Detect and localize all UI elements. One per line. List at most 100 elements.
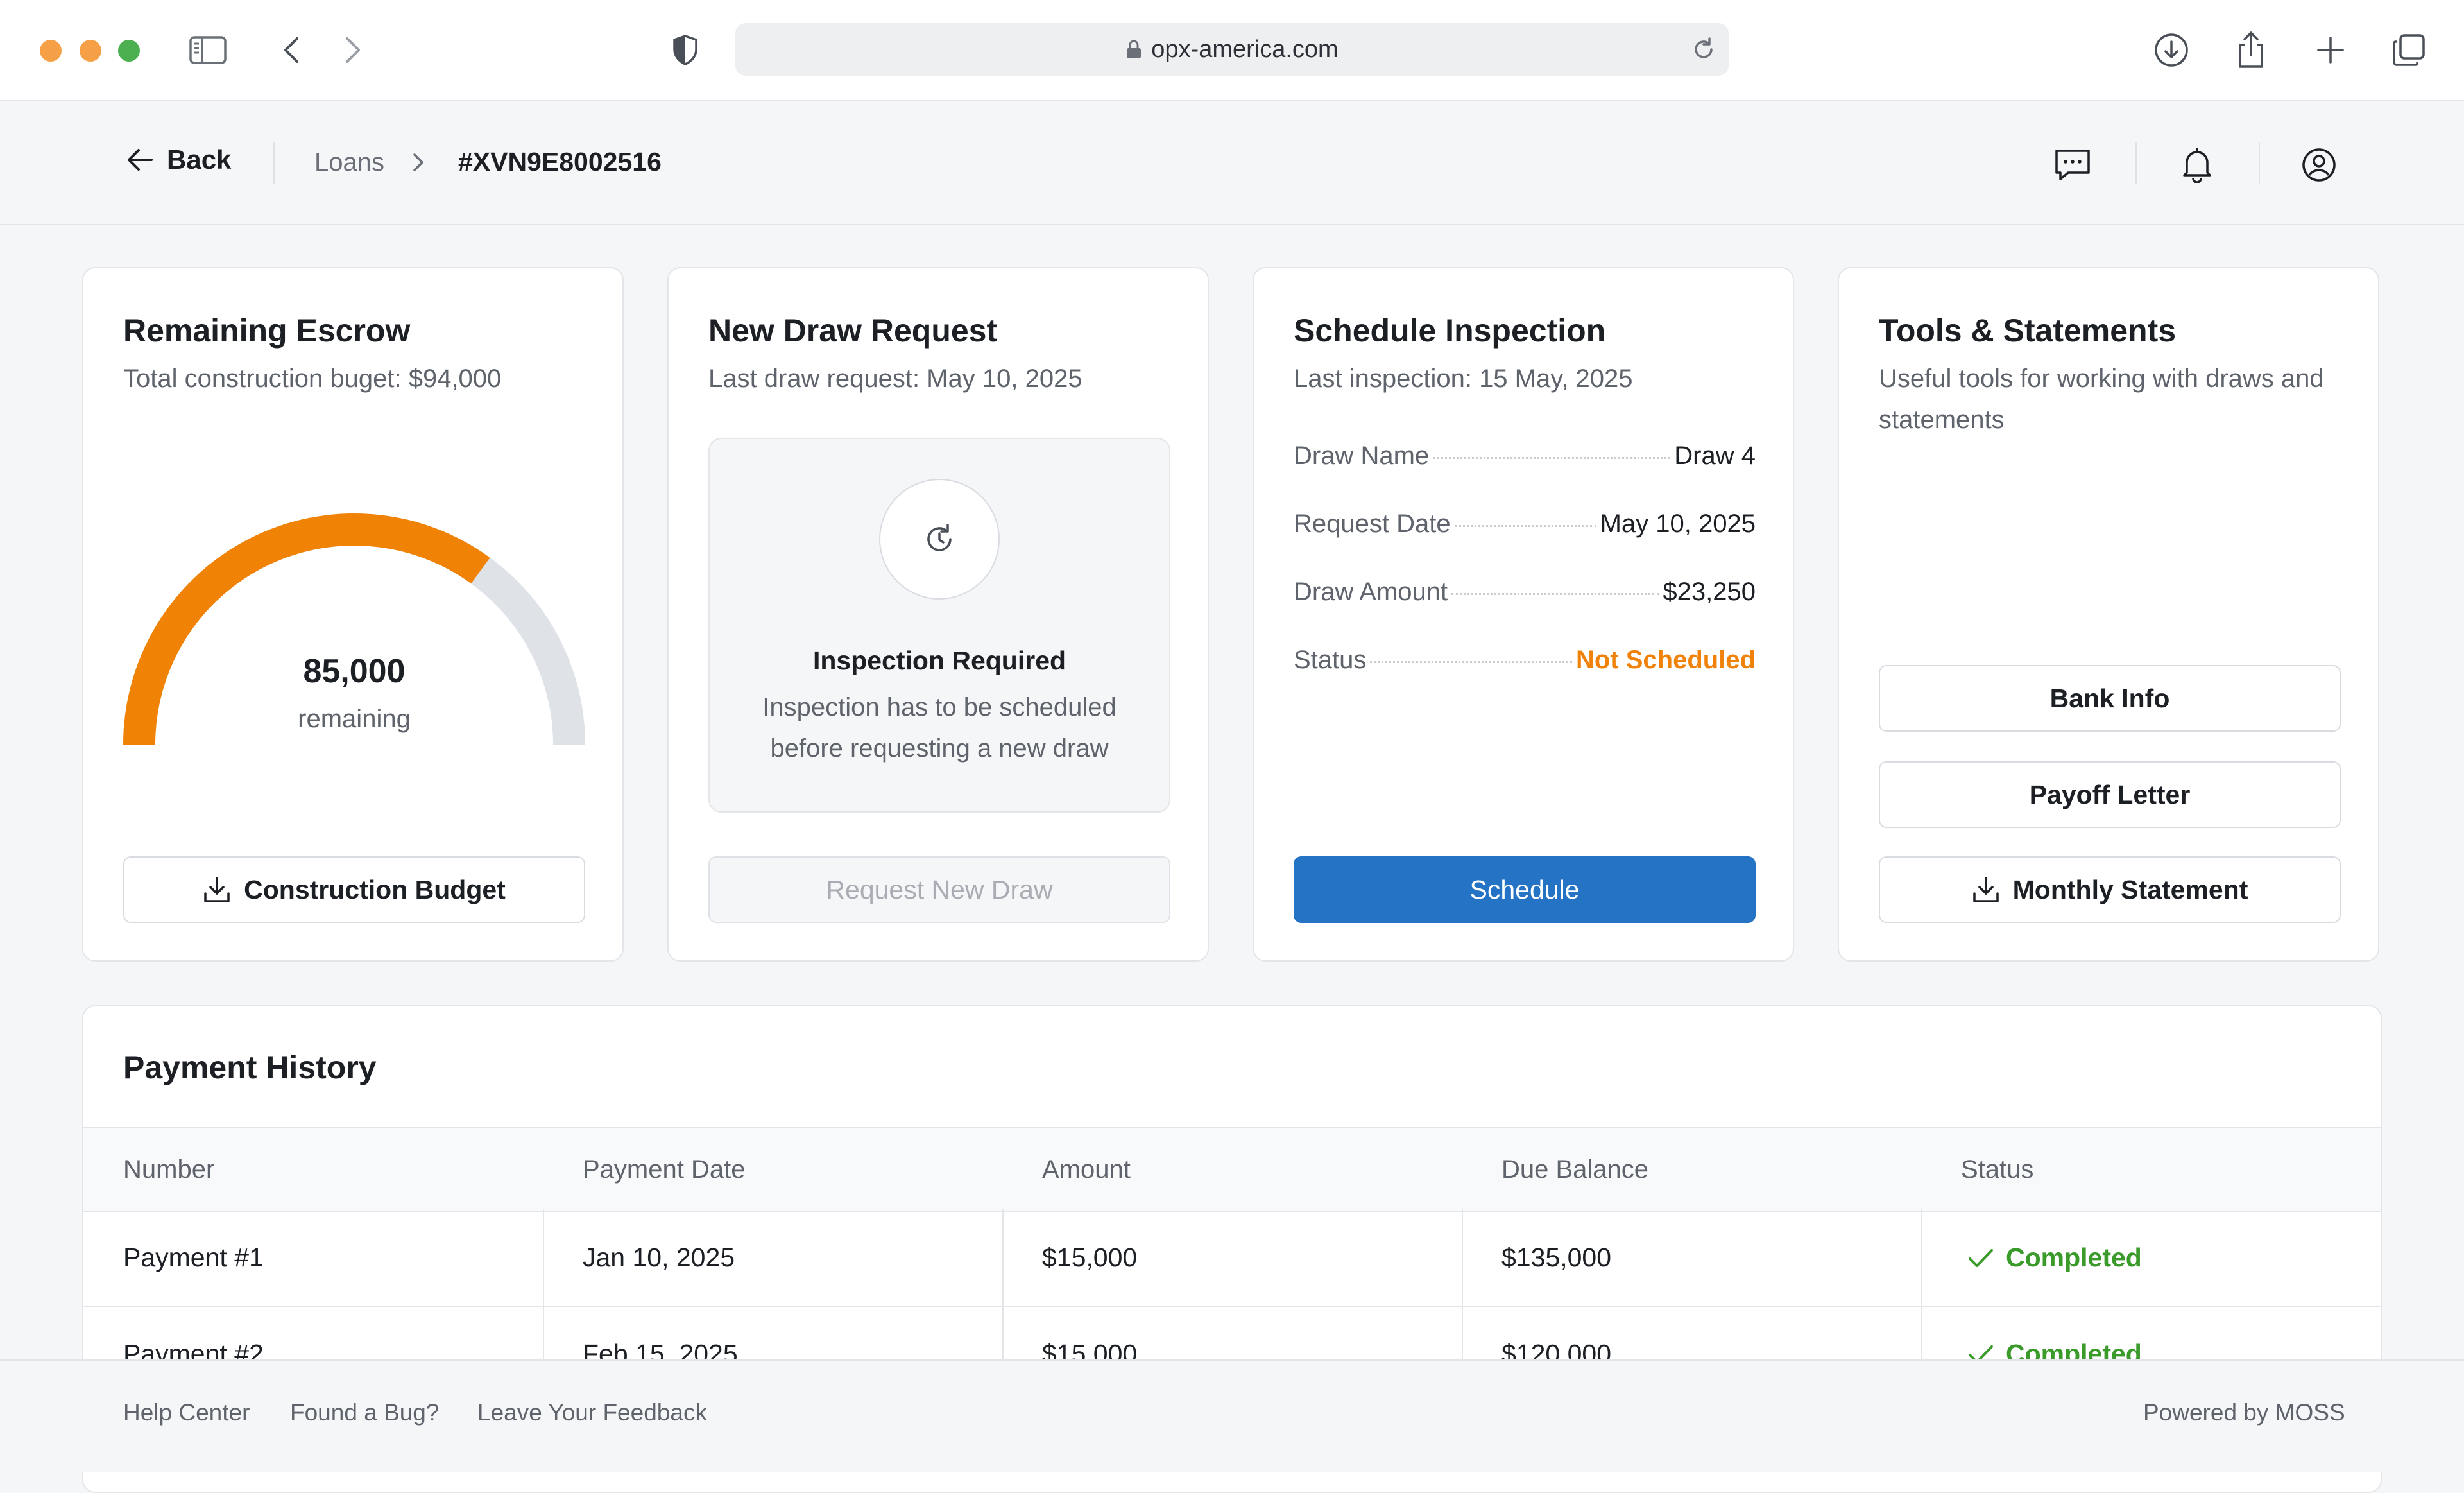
column-header-due-balance: Due Balance — [1502, 1155, 1649, 1184]
draw-name-value: Draw 4 — [1674, 442, 1756, 470]
escrow-gauge — [123, 513, 585, 745]
status-text: Completed — [2006, 1243, 2142, 1272]
breadcrumb-loan-id: #XVN9E8002516 — [458, 147, 662, 177]
table-header: Number Payment Date Amount Due Balance S… — [83, 1127, 2381, 1212]
clock-refresh-icon — [927, 524, 952, 551]
tools-statements-card: Tools & Statements Useful tools for work… — [1838, 267, 2379, 962]
column-divider — [1921, 1306, 1922, 1402]
powered-by-text: Powered by MOSS — [2143, 1399, 2345, 1426]
monthly-statement-button[interactable]: Monthly Statement — [1879, 856, 2341, 923]
browser-back-icon[interactable] — [272, 31, 311, 69]
notice-icon-wrap — [879, 479, 1000, 600]
status-badge: Completed — [1967, 1243, 2142, 1273]
window-minimize-button[interactable] — [80, 40, 101, 62]
check-icon — [1969, 1248, 1993, 1267]
app-header: Back Loans #XVN9E8002516 — [0, 101, 2464, 225]
payment-date: Jan 10, 2025 — [583, 1243, 735, 1272]
window-close-button[interactable] — [40, 40, 62, 62]
status-value: Not Scheduled — [1575, 646, 1756, 674]
column-header-amount: Amount — [1042, 1155, 1131, 1184]
dotted-leader — [1433, 457, 1671, 459]
sidebar-toggle-icon[interactable] — [189, 31, 227, 69]
payoff-letter-button[interactable]: Payoff Letter — [1879, 761, 2341, 828]
request-date-value: May 10, 2025 — [1600, 510, 1756, 538]
page-footer: Help Center Found a Bug? Leave Your Feed… — [0, 1359, 2464, 1472]
payment-due-balance: $135,000 — [1502, 1243, 1612, 1272]
new-draw-request-card: New Draw Request Last draw request: May … — [667, 267, 1209, 962]
schedule-button-label: Schedule — [1469, 874, 1580, 904]
draw-amount-row: Draw Amount $23,250 — [1294, 578, 1756, 616]
column-divider — [1462, 1306, 1463, 1402]
download-icon — [204, 877, 230, 902]
request-date-row: Request Date May 10, 2025 — [1294, 510, 1756, 548]
schedule-button[interactable]: Schedule — [1294, 856, 1756, 923]
monthly-statement-label: Monthly Statement — [2012, 874, 2248, 904]
column-divider — [1002, 1209, 1004, 1306]
notice-text: Inspection has to be scheduled before re… — [762, 693, 1116, 763]
status-label: Status — [1294, 646, 1367, 674]
url-text: opx-america.com — [1151, 35, 1339, 63]
table-row[interactable]: Payment #1 Jan 10, 2025 $15,000 $135,000… — [83, 1209, 2381, 1307]
remaining-escrow-card: Remaining Escrow Total construction buge… — [82, 267, 624, 962]
back-button-label: Back — [167, 144, 232, 175]
request-new-draw-label: Request New Draw — [826, 874, 1053, 904]
column-header-number: Number — [123, 1155, 215, 1184]
request-new-draw-button[interactable]: Request New Draw — [708, 856, 1170, 923]
construction-budget-button[interactable]: Construction Budget — [123, 856, 585, 923]
column-divider — [1921, 1209, 1922, 1306]
column-divider — [1462, 1209, 1463, 1306]
payoff-letter-label: Payoff Letter — [2029, 779, 2191, 809]
share-icon[interactable] — [2232, 31, 2270, 69]
tab-overview-icon[interactable] — [2390, 31, 2428, 69]
dotted-leader — [1451, 593, 1659, 595]
download-icon — [1972, 877, 1999, 902]
gauge-value: 85,000 — [303, 653, 406, 690]
leave-feedback-link[interactable]: Leave Your Feedback — [477, 1399, 707, 1426]
reload-icon[interactable] — [1690, 36, 1717, 63]
column-header-status: Status — [1961, 1155, 2034, 1184]
back-button[interactable]: Back — [126, 144, 231, 175]
request-date-label: Request Date — [1294, 510, 1451, 538]
draw-name-row: Draw Name Draw 4 — [1294, 442, 1756, 480]
gauge-label: remaining — [298, 705, 411, 733]
lock-icon — [1127, 40, 1142, 58]
new-tab-icon[interactable] — [2311, 31, 2350, 69]
help-center-link[interactable]: Help Center — [123, 1399, 250, 1426]
bell-icon[interactable] — [2178, 146, 2216, 184]
column-divider — [1002, 1306, 1004, 1402]
card-title: Schedule Inspection — [1294, 313, 1606, 349]
browser-forward-icon[interactable] — [334, 31, 372, 69]
draw-amount-value: $23,250 — [1663, 578, 1756, 606]
user-account-icon[interactable] — [2300, 146, 2338, 184]
privacy-shield-icon[interactable] — [666, 31, 705, 69]
payment-amount: $15,000 — [1042, 1243, 1138, 1272]
notice-title: Inspection Required — [812, 646, 1066, 675]
inspection-required-notice: Inspection Required Inspection has to be… — [708, 438, 1170, 813]
schedule-inspection-card: Schedule Inspection Last inspection: 15 … — [1253, 267, 1794, 962]
header-divider — [2135, 142, 2137, 184]
messages-icon[interactable] — [2053, 146, 2092, 184]
chevron-right-icon — [411, 151, 426, 177]
address-bar[interactable]: opx-america.com — [735, 23, 1729, 76]
status-row: Status Not Scheduled — [1294, 646, 1756, 684]
draw-name-label: Draw Name — [1294, 442, 1430, 470]
bank-info-button[interactable]: Bank Info — [1879, 665, 2341, 732]
payment-number: Payment #1 — [123, 1243, 264, 1272]
header-divider — [273, 142, 275, 184]
window-zoom-button[interactable] — [118, 40, 140, 62]
downloads-icon[interactable] — [2152, 31, 2191, 69]
construction-budget-label: Construction Budget — [244, 874, 506, 904]
card-title: Remaining Escrow — [123, 313, 411, 349]
card-title: Tools & Statements — [1879, 313, 2177, 349]
card-subtitle: Useful tools for working with draws and … — [1879, 365, 2324, 434]
card-subtitle: Last inspection: 15 May, 2025 — [1294, 365, 1633, 393]
found-a-bug-link[interactable]: Found a Bug? — [290, 1399, 440, 1426]
browser-toolbar: opx-america.com — [0, 0, 2464, 101]
breadcrumb-loans[interactable]: Loans — [314, 148, 384, 177]
arrow-left-icon — [128, 149, 153, 171]
bank-info-label: Bank Info — [2049, 683, 2170, 713]
draw-amount-label: Draw Amount — [1294, 578, 1448, 606]
column-divider — [543, 1209, 544, 1306]
card-subtitle: Last draw request: May 10, 2025 — [708, 365, 1082, 393]
column-divider — [543, 1306, 544, 1402]
